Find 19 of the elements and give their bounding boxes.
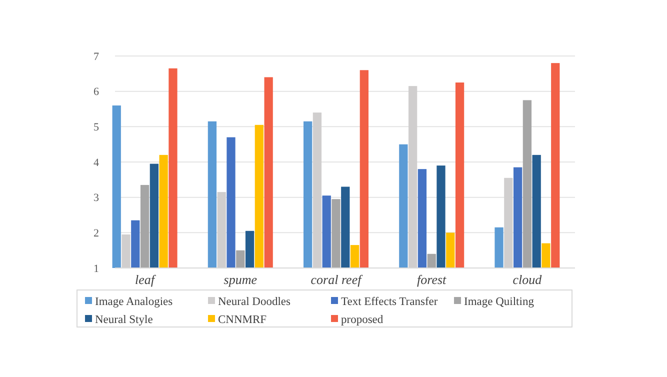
y-tick-label: 7 (94, 50, 100, 63)
legend-label: Neural Style (95, 314, 153, 326)
x-tick-label: forest (417, 272, 447, 287)
y-tick-label: 6 (94, 86, 100, 98)
legend-label: Image Quilting (464, 296, 534, 308)
legend-label: Image Analogies (95, 296, 174, 308)
x-tick-label: coral reef (310, 272, 364, 287)
y-tick-label: 4 (94, 156, 100, 169)
x-tick-label: spume (224, 272, 258, 287)
legend-label: CNNMRF (218, 314, 267, 326)
x-tick-label: leaf (135, 272, 157, 287)
legend-label: Neural Doodles (218, 296, 292, 308)
legend-label: proposed (341, 314, 384, 326)
y-tick-label: 2 (94, 228, 99, 240)
x-tick-label: cloud (512, 272, 542, 287)
y-tick-label: 1 (94, 262, 99, 275)
y-tick-label: 3 (94, 192, 100, 204)
y-tick-label: 5 (94, 122, 100, 134)
legend-label: Text Effects Transfer (341, 296, 438, 308)
